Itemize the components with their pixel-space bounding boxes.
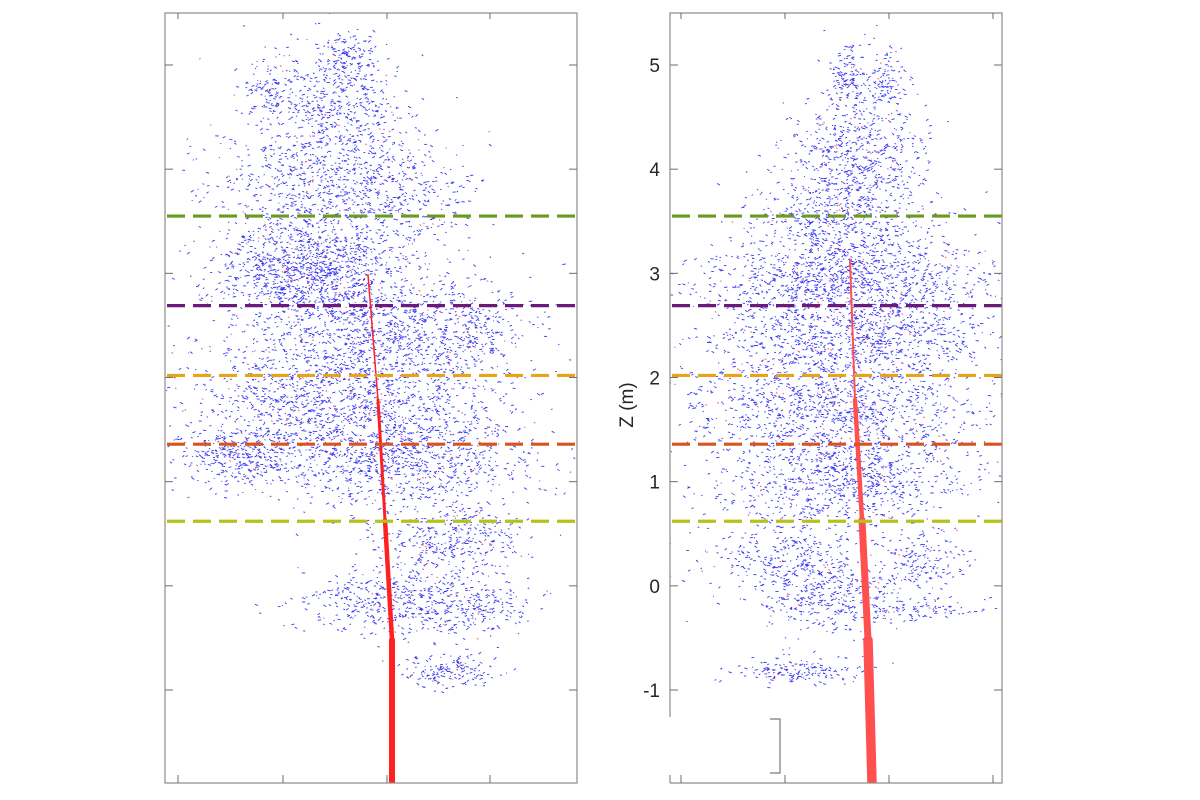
right-y-tick-labels: -1 0 1 2 3 4 5 [643,56,660,702]
y-tick-label: 4 [649,160,660,181]
right-stem-points [849,259,877,783]
left-axis-ticks [165,13,577,783]
y-tick-label: 1 [649,473,660,494]
left-height-layer-lines [167,214,577,523]
scale-bracket [770,718,781,774]
right-height-layer-lines [672,214,1002,523]
right-axes-frame [669,12,1003,784]
y-tick-label: 3 [649,264,660,285]
y-axis-label: Z (m) [617,382,638,427]
left-point-cloud [165,13,577,694]
y-tick-label: 5 [649,56,660,77]
right-plot-panel: -1 0 1 2 3 4 5 Z (m) [617,12,1003,784]
left-stem-points [367,274,395,783]
y-tick-label: 0 [649,577,660,598]
left-axes-frame [164,12,578,784]
y-tick-label: -1 [643,681,660,702]
left-plot-panel [164,12,578,784]
y-tick-label: 2 [649,369,660,390]
right-point-cloud [670,24,1002,689]
right-axis-ticks [670,13,1002,783]
